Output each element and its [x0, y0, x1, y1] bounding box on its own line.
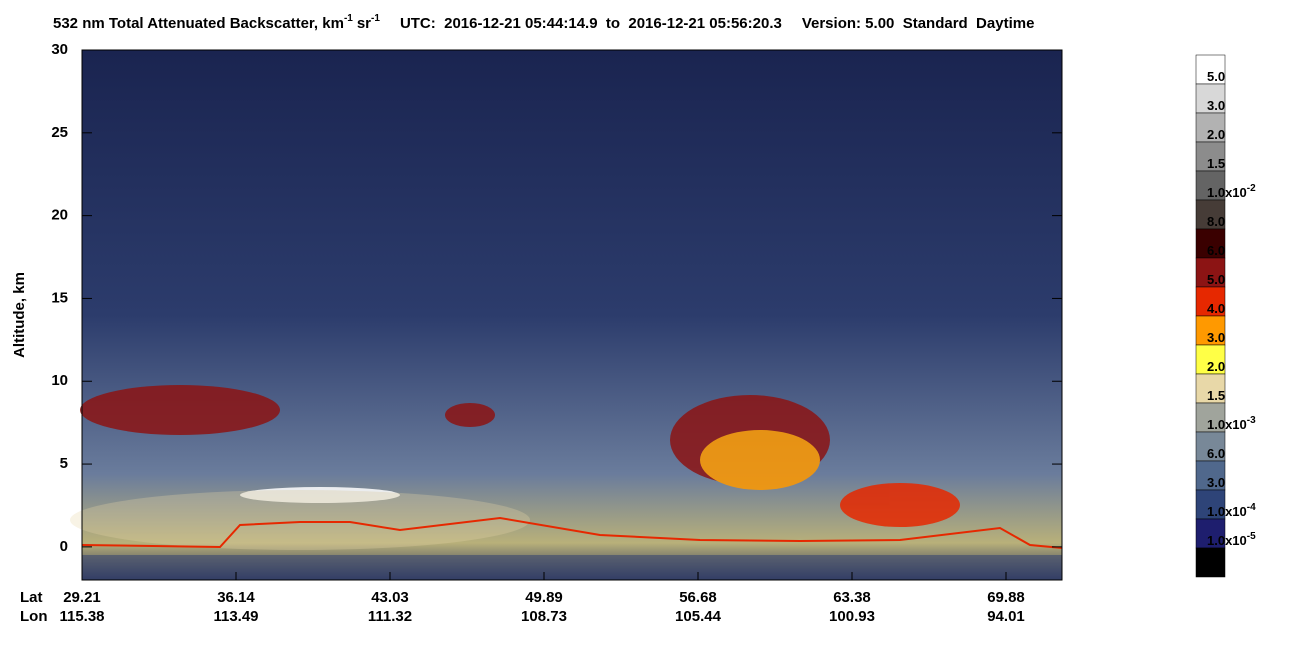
colorbar-swatch	[1195, 228, 1226, 259]
y-tick-label: 25	[51, 124, 68, 141]
colorbar-label-text: 1.5	[1207, 388, 1225, 403]
colorbar-label-sup: -4	[1247, 502, 1256, 513]
colorbar-label-text: 3.0	[1207, 330, 1225, 345]
y-tick-label: 10	[51, 372, 68, 389]
y-tick-label: 5	[60, 455, 68, 472]
x-tick-label: 29.21	[63, 589, 101, 606]
colorbar-swatch	[1195, 257, 1226, 288]
colorbar-label-text: 3.0	[1207, 475, 1225, 490]
title-sup: -1	[371, 13, 380, 24]
colorbar-swatch	[1195, 489, 1226, 520]
x-tick-label: 105.44	[675, 608, 722, 625]
x-tick-label: 111.32	[368, 608, 412, 625]
colorbar-label-text: 2.0	[1207, 127, 1225, 142]
colorbar: 5.03.02.01.51.0x10-28.06.05.04.03.02.01.…	[1195, 54, 1256, 578]
colorbar-label: 3.0	[1207, 475, 1225, 490]
colorbar-label: 2.0	[1207, 359, 1225, 374]
colorbar-label: 2.0	[1207, 127, 1225, 142]
colorbar-label-sup: -2	[1247, 183, 1256, 194]
colorbar-swatch	[1195, 431, 1226, 462]
y-tick-label: 20	[51, 207, 68, 224]
colorbar-label: 1.5	[1207, 388, 1225, 403]
colorbar-label: 6.0	[1207, 243, 1225, 258]
colorbar-label-text: 6.0	[1207, 446, 1225, 461]
x-tick-label: 63.38	[833, 589, 871, 606]
colorbar-label: 1.0x10-2	[1207, 183, 1256, 201]
colorbar-label: 3.0	[1207, 98, 1225, 113]
colorbar-label-text: 8.0	[1207, 214, 1225, 229]
colorbar-label-text: 1.0x10	[1207, 504, 1247, 519]
title-utc: UTC: 2016-12-21 05:44:14.9 to 2016-12-21…	[400, 15, 782, 32]
colorbar-label-sup: -5	[1247, 531, 1256, 542]
x-row-name: Lat	[20, 589, 43, 606]
x-tick-label: 94.01	[987, 608, 1025, 625]
title-sup: -1	[344, 13, 353, 24]
colorbar-label-text: 1.0x10	[1207, 417, 1247, 432]
colorbar-swatch	[1195, 112, 1226, 143]
surface-line	[81, 516, 1063, 549]
colorbar-swatch	[1195, 286, 1226, 317]
colorbar-swatch	[1195, 402, 1226, 433]
colorbar-label: 4.0	[1207, 301, 1225, 316]
colorbar-label-text: 5.0	[1207, 272, 1225, 287]
colorbar-label: 3.0	[1207, 330, 1225, 345]
colorbar-swatch	[1195, 547, 1226, 578]
x-tick-label: 36.14	[217, 589, 255, 606]
cloud-layer	[70, 385, 960, 550]
x-tick-label: 49.89	[525, 589, 563, 606]
colorbar-swatch	[1195, 199, 1226, 230]
colorbar-label: 1.5	[1207, 156, 1225, 171]
colorbar-label: 5.0	[1207, 69, 1225, 84]
colorbar-label: 1.0x10-4	[1207, 502, 1256, 520]
colorbar-swatch	[1195, 54, 1226, 85]
colorbar-label: 1.0x10-5	[1207, 531, 1256, 549]
y-tick-label: 30	[51, 41, 68, 58]
colorbar-label-text: 2.0	[1207, 359, 1225, 374]
title-version: Version: 5.00 Standard Daytime	[802, 15, 1035, 32]
colorbar-swatch	[1195, 83, 1226, 114]
colorbar-swatch	[1195, 141, 1226, 172]
colorbar-label-text: 6.0	[1207, 243, 1225, 258]
colorbar-label-text: 1.0x10	[1207, 185, 1247, 200]
colorbar-label-text: 1.0x10	[1207, 533, 1247, 548]
colorbar-swatch	[1195, 344, 1226, 375]
colorbar-label: 8.0	[1207, 214, 1225, 229]
colorbar-label-text: 4.0	[1207, 301, 1225, 316]
x-tick-label: 69.88	[987, 589, 1025, 606]
colorbar-swatch	[1195, 170, 1226, 201]
x-tick-label: 100.93	[829, 608, 875, 625]
y-tick-label: 0	[60, 538, 68, 555]
subsurface	[82, 555, 1062, 580]
colorbar-swatch	[1195, 460, 1226, 491]
colorbar-swatch	[1195, 373, 1226, 404]
x-tick-label: 43.03	[371, 589, 409, 606]
x-row-name: Lon	[20, 608, 48, 625]
colorbar-label-sup: -3	[1247, 415, 1256, 426]
x-tick-label: 108.73	[521, 608, 567, 625]
colorbar-swatch	[1195, 518, 1226, 549]
colorbar-label: 6.0	[1207, 446, 1225, 461]
colorbar-label: 1.0x10-3	[1207, 415, 1256, 433]
colorbar-label-text: 1.5	[1207, 156, 1225, 171]
plot-frame	[81, 49, 1063, 581]
title-unit: sr	[357, 15, 371, 32]
title-main: 532 nm Total Attenuated Backscatter, km	[53, 15, 344, 32]
y-tick-label: 15	[51, 289, 68, 306]
colorbar-label-text: 5.0	[1207, 69, 1225, 84]
chart-title: 532 nm Total Attenuated Backscatter, km-…	[53, 13, 1034, 32]
colorbar-label-text: 3.0	[1207, 98, 1225, 113]
y-axis-label: Altitude, km	[11, 272, 28, 358]
x-tick-label: 113.49	[213, 608, 258, 625]
x-tick-label: 115.38	[59, 608, 104, 625]
x-tick-label: 56.68	[679, 589, 717, 606]
colorbar-label: 5.0	[1207, 272, 1225, 287]
